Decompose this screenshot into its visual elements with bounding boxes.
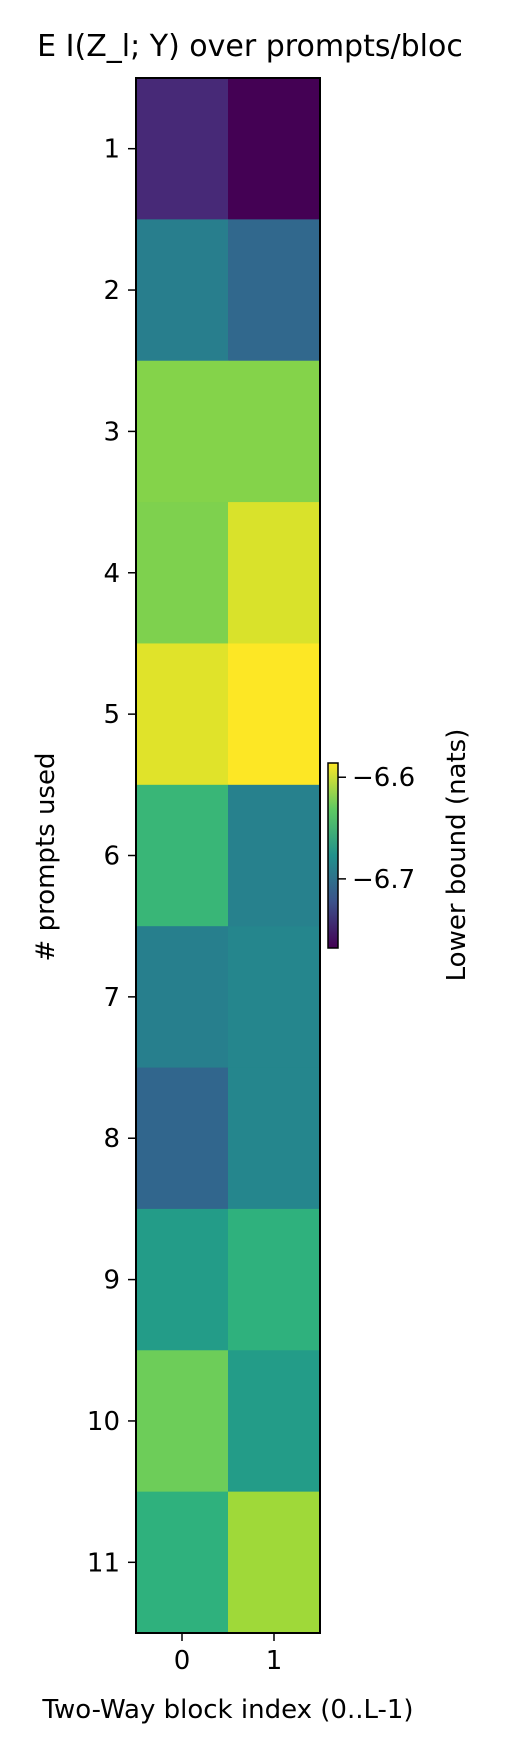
y-tick-label: 6: [103, 842, 120, 872]
y-tick-label: 8: [103, 1124, 120, 1154]
heatmap-cell: [136, 219, 229, 362]
x-axis-label: Two-Way block index (0..L-1): [41, 1695, 413, 1725]
y-tick-label: 9: [103, 1266, 120, 1296]
colorbar-gradient: [327, 762, 339, 949]
heatmap-cell: [136, 360, 229, 503]
x-tick-label: 0: [174, 1646, 191, 1676]
y-tick-label: 2: [103, 276, 120, 306]
y-tick-label: 10: [87, 1407, 120, 1437]
y-axis-label: # prompts used: [31, 753, 61, 962]
x-tick-label: 1: [266, 1646, 283, 1676]
heatmap-cell: [228, 784, 321, 927]
y-tick-label: 7: [103, 983, 120, 1013]
y-tick-label: 4: [103, 559, 120, 589]
heatmap-cell: [228, 502, 321, 644]
heatmap-cell: [136, 643, 229, 786]
heatmap-cell: [136, 1208, 229, 1351]
heatmap-cell: [228, 219, 321, 362]
y-tick-label: 5: [103, 700, 120, 730]
y-tick-label: 11: [87, 1548, 120, 1578]
heatmap-cell: [136, 78, 229, 220]
heatmap-cell: [228, 360, 321, 503]
heatmap-cell: [136, 784, 229, 927]
heatmap-cell: [136, 502, 229, 644]
colorbar-tick-label: −6.7: [352, 865, 415, 895]
heatmap-cell: [228, 1208, 321, 1351]
colorbar: −6.6 −6.7: [327, 762, 415, 949]
heatmap-cell: [228, 1491, 321, 1634]
colorbar-ticks: −6.6 −6.7: [338, 763, 415, 895]
y-tick-label: 1: [103, 135, 120, 165]
y-tick-label: 3: [103, 417, 120, 447]
chart-title: E I(Z_l; Y) over prompts/bloc: [37, 29, 463, 64]
y-axis-ticks: 1 2 3 4 5 6 7 8 9 10 11: [87, 135, 136, 1578]
colorbar-tick-label: −6.6: [352, 763, 415, 793]
heatmap-cell: [228, 78, 321, 220]
heatmap-cell: [136, 1067, 229, 1210]
heatmap-cell: [136, 1491, 229, 1634]
colorbar-label: Lower bound (nats): [442, 729, 472, 982]
heatmap-cell: [136, 926, 229, 1069]
heatmap-cell: [228, 926, 321, 1069]
heatmap-cell: [228, 1067, 321, 1210]
heatmap-cell: [136, 1350, 229, 1493]
heatmap-cells: [136, 78, 321, 1634]
heatmap-cell: [228, 643, 321, 786]
heatmap-cell: [228, 1350, 321, 1493]
